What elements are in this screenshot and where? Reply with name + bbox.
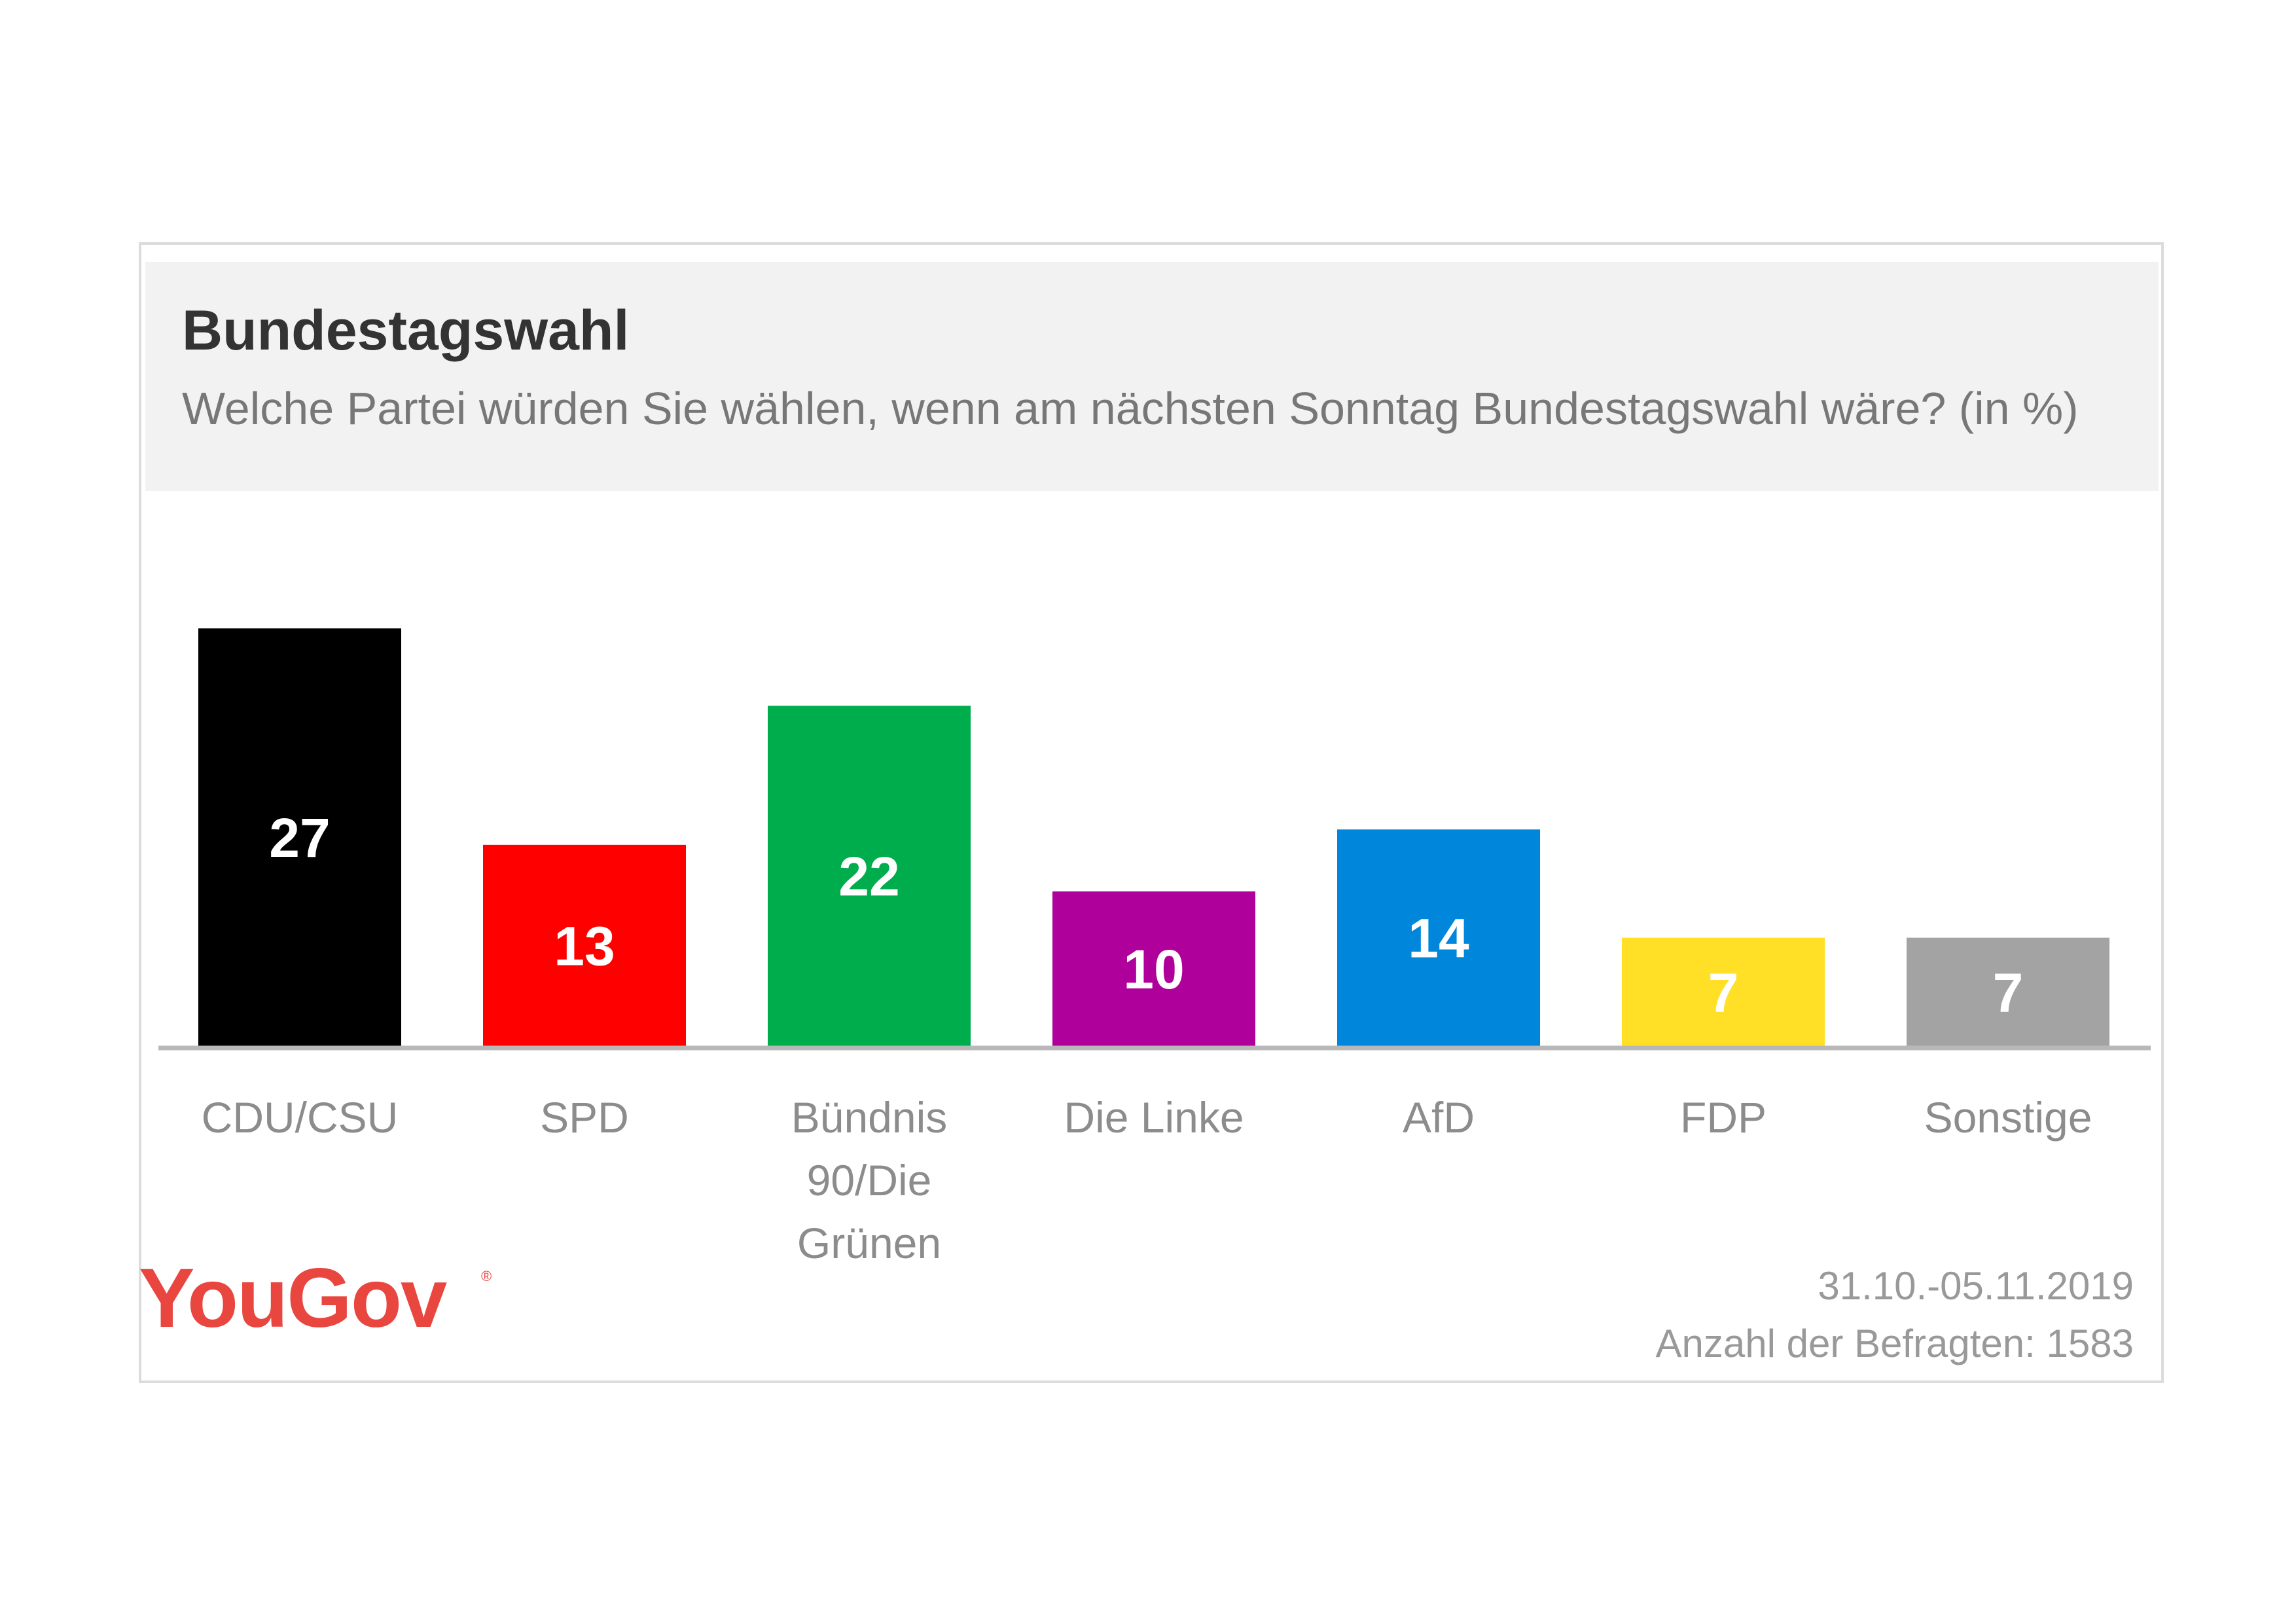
chart-header: Bundestagswahl Welche Partei würden Sie … <box>145 262 2159 491</box>
category-label-6: Sonstige <box>1924 1093 2092 1142</box>
bar-value-label-5: 7 <box>1708 962 1739 1023</box>
bar-5 <box>1622 937 1825 1046</box>
category-label-3: Die Linke <box>1064 1093 1244 1142</box>
bar-1 <box>483 844 686 1046</box>
bar-2 <box>768 706 971 1046</box>
bar-6 <box>1907 937 2109 1046</box>
category-label-1: SPD <box>540 1093 629 1142</box>
category-label-4: AfD <box>1403 1093 1475 1142</box>
chart-card: Bundestagswahl Welche Partei würden Sie … <box>139 242 2164 1383</box>
bar-0 <box>198 628 401 1046</box>
registered-mark-icon: ® <box>481 1268 492 1284</box>
bar-3 <box>1052 891 1255 1046</box>
bar-value-label-6: 7 <box>1993 962 2024 1023</box>
category-label-2: Bündnis 90/Die Grünen <box>791 1093 948 1267</box>
bar-4 <box>1337 829 1540 1046</box>
yougov-logo: YouGov <box>139 1252 447 1345</box>
category-label-5: FDP <box>1680 1093 1767 1142</box>
chart-subtitle: Welche Partei würden Sie wählen, wenn am… <box>182 383 2079 434</box>
survey-respondents: Anzahl der Befragten: 1583 <box>1655 1322 2134 1365</box>
survey-date-range: 31.10.-05.11.2019 <box>1818 1264 2134 1308</box>
bar-value-label-0: 27 <box>269 807 330 869</box>
bar-value-label-2: 22 <box>838 846 899 907</box>
category-label-0: CDU/CSU <box>202 1093 399 1142</box>
bar-value-label-1: 13 <box>554 915 615 977</box>
bar-value-label-3: 10 <box>1123 939 1184 1000</box>
bar-value-label-4: 14 <box>1408 908 1469 969</box>
chart-title: Bundestagswahl <box>182 299 630 362</box>
